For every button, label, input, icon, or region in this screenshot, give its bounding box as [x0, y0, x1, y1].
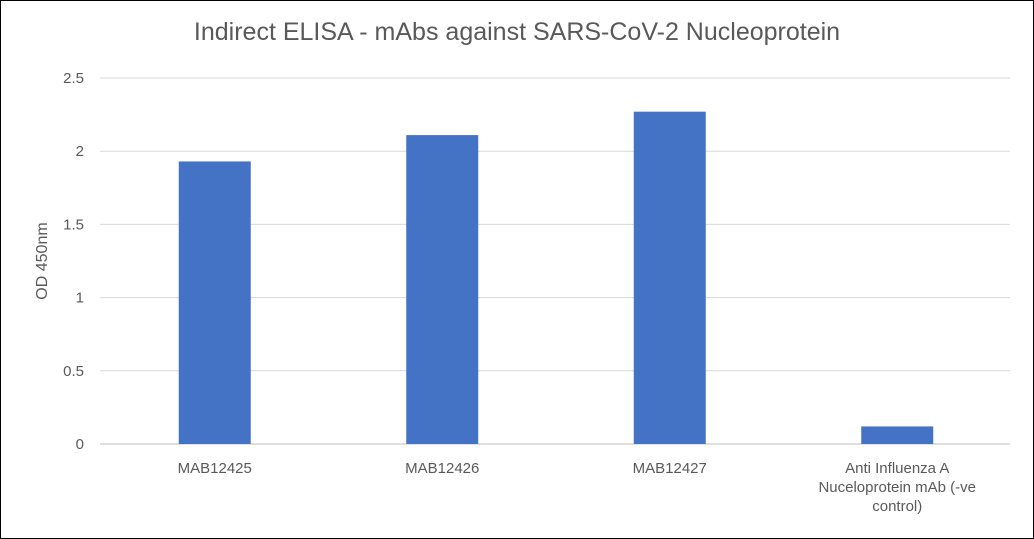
- bar: [406, 135, 479, 444]
- x-tick-label: control): [872, 498, 922, 515]
- bar: [633, 111, 706, 444]
- x-tick-label: MAB12425: [178, 460, 252, 477]
- x-tick-label: MAB12426: [405, 460, 479, 477]
- y-tick-label: 1.5: [63, 216, 84, 233]
- y-tick-label: 2: [76, 143, 84, 160]
- x-tick-label: Nuceloprotein mAb (-ve: [818, 479, 976, 496]
- y-axis-ticks: 0 0.5 1 1.5 2 2.5: [63, 70, 84, 453]
- bar: [861, 426, 934, 444]
- y-tick-label: 0: [76, 436, 84, 453]
- chart-title: Indirect ELISA - mAbs against SARS-CoV-2…: [193, 18, 841, 46]
- y-tick-label: 2.5: [63, 70, 84, 87]
- bars: [178, 111, 934, 444]
- gridlines: [100, 77, 1010, 445]
- x-tick-label: MAB12427: [633, 460, 707, 477]
- x-tick-label: Anti Influenza A: [845, 460, 949, 477]
- y-tick-label: 1: [76, 290, 84, 307]
- y-axis-label: OD 450nm: [34, 222, 51, 299]
- y-tick-label: 0.5: [63, 363, 84, 380]
- x-axis-ticks: MAB12425 MAB12426 MAB12427 Anti Influenza A…: [178, 460, 976, 515]
- bar: [178, 161, 251, 444]
